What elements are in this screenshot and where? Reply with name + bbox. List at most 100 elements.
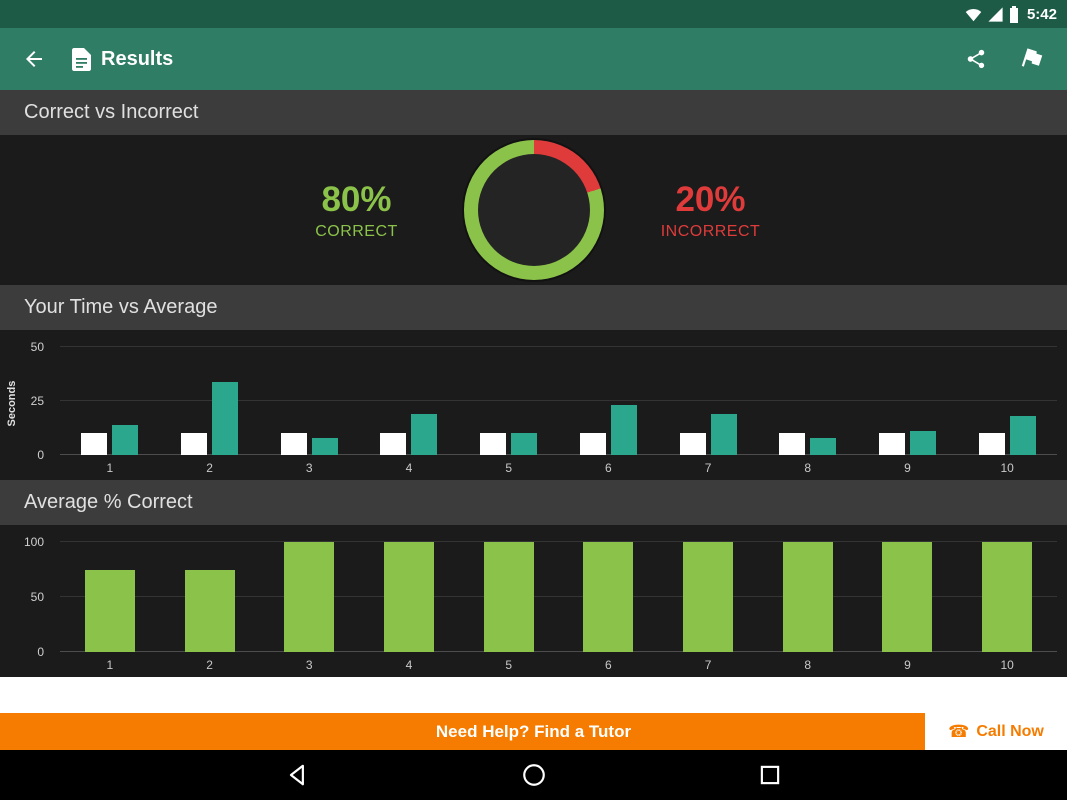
x-tick-label: 6 (605, 658, 612, 672)
bar-group (858, 542, 958, 652)
gridline (60, 400, 1057, 401)
cell-signal-icon (987, 6, 1004, 23)
section-header-average-correct: Average % Correct (0, 480, 1067, 525)
x-axis: 1 2 3 4 5 6 7 8 9 10 (60, 455, 1057, 480)
average-correct-bar (683, 542, 734, 652)
x-tick-label: 3 (305, 461, 313, 475)
x-tick-label: 1 (106, 658, 114, 672)
average-bar (311, 437, 338, 455)
section-header-time-vs-average: Your Time vs Average (0, 285, 1067, 330)
gridline (60, 541, 1057, 542)
x-tick-label: 8 (804, 658, 812, 672)
x-tick-label: 6 (605, 461, 612, 475)
y-axis-title: Seconds (6, 380, 18, 427)
nav-recents-button[interactable] (757, 762, 783, 788)
x-tick-label: 4 (405, 658, 413, 672)
app-bar: Results (0, 28, 1067, 90)
bar-group (957, 542, 1057, 652)
gridline (60, 596, 1057, 597)
gridline (60, 346, 1057, 347)
average-bar (411, 413, 438, 455)
plot-area (60, 346, 1057, 455)
x-axis: 1 2 3 4 5 6 7 8 9 10 (60, 652, 1057, 677)
bar-group (60, 347, 160, 455)
your-time-bar (81, 433, 108, 455)
back-button[interactable] (22, 47, 46, 71)
x-tick-label: 2 (206, 461, 213, 475)
your-time-bar (878, 433, 905, 455)
bar-group (758, 347, 858, 455)
nav-home-icon (521, 762, 547, 788)
gridline (60, 651, 1057, 652)
time-vs-average-bar-chart: 0 25 50 1 2 3 4 5 6 7 8 9 10 Seconds (0, 330, 1067, 480)
bar-group (259, 542, 359, 652)
x-tick-label: 9 (904, 461, 911, 475)
battery-icon (1009, 5, 1019, 23)
status-bar: 5:42 (0, 0, 1067, 28)
bar-series (60, 347, 1057, 455)
your-time-bar (380, 433, 407, 455)
donut-chart (463, 140, 604, 280)
your-time-bar (480, 433, 507, 455)
x-tick-label: 8 (804, 461, 812, 475)
back-arrow-icon (22, 47, 46, 71)
average-correct-bar (284, 542, 335, 652)
correct-vs-incorrect-chart: 80% CORRECT 20% INCORRECT (0, 135, 1067, 285)
nav-recents-icon (757, 762, 783, 788)
average-bar (212, 381, 239, 455)
y-axis: 0 25 50 (0, 340, 52, 462)
average-bar (909, 431, 936, 455)
donut-hole (477, 154, 590, 266)
average-correct-bar (882, 542, 933, 652)
tutor-banner[interactable]: Need Help? Find a Tutor ☎ Call Now (0, 713, 1067, 750)
y-tick-label: 0 (37, 448, 44, 462)
flag-button[interactable] (1019, 46, 1045, 72)
call-now-button[interactable]: ☎ Call Now (925, 713, 1067, 750)
content-gap (0, 677, 1067, 713)
call-now-label: Call Now (976, 722, 1044, 740)
nav-back-button[interactable] (285, 762, 311, 788)
bar-group (359, 347, 459, 455)
y-tick-label: 50 (30, 340, 44, 354)
bar-group (858, 347, 958, 455)
correct-label: CORRECT (315, 222, 398, 240)
incorrect-percentage: 20% (675, 179, 746, 219)
bar-group (957, 347, 1057, 455)
section-title: Your Time vs Average (24, 296, 218, 318)
bar-group (658, 347, 758, 455)
bar-group (459, 347, 559, 455)
y-tick-label: 50 (30, 590, 44, 604)
average-correct-bar (184, 569, 235, 652)
share-button[interactable] (965, 48, 987, 70)
average-correct-bar (583, 542, 634, 652)
x-tick-label: 7 (704, 461, 712, 475)
bar-group (758, 542, 858, 652)
incorrect-stat: 20% INCORRECT (646, 180, 776, 241)
bar-group (60, 542, 160, 652)
your-time-bar (779, 433, 806, 455)
average-correct-bar (84, 569, 135, 652)
your-time-bar (280, 433, 307, 455)
section-title: Average % Correct (24, 491, 193, 513)
average-bar (610, 405, 637, 455)
bar-group (658, 542, 758, 652)
y-tick-label: 25 (30, 394, 44, 408)
results-document-icon (72, 47, 91, 71)
x-tick-label: 5 (505, 658, 512, 672)
average-correct-bar (483, 542, 534, 652)
bar-group (459, 542, 559, 652)
bar-group (259, 347, 359, 455)
nav-back-icon (285, 762, 311, 788)
x-tick-label: 3 (305, 658, 313, 672)
nav-home-button[interactable] (521, 762, 547, 788)
average-correct-bar (982, 542, 1033, 652)
banner-text: Need Help? Find a Tutor (435, 721, 632, 741)
page-title: Results (101, 47, 174, 70)
average-bar (1009, 416, 1036, 455)
x-tick-label: 9 (904, 658, 911, 672)
average-bar (511, 433, 538, 455)
x-tick-label: 7 (704, 658, 712, 672)
phone-icon: ☎ (948, 722, 970, 741)
average-correct-bar-chart: 0 50 100 1 2 3 4 5 6 7 8 9 10 (0, 525, 1067, 677)
